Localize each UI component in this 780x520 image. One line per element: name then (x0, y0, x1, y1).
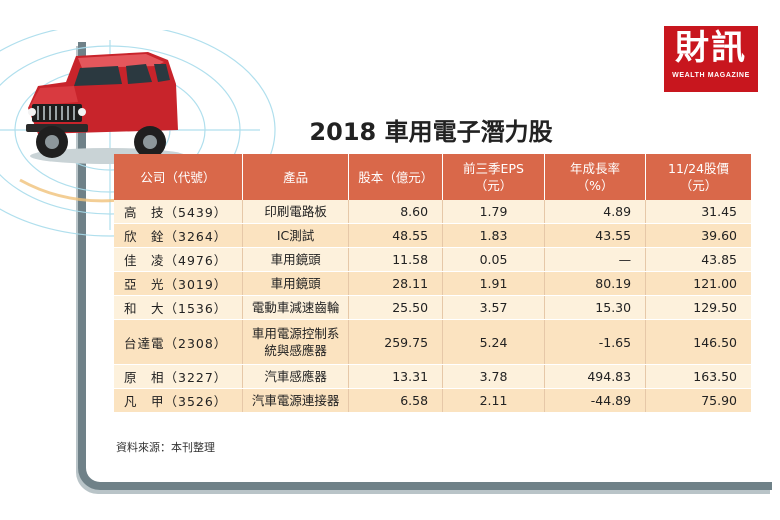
cell-company: 台達電（2308） (114, 319, 243, 365)
red-suv-illustration (26, 52, 186, 164)
cell-price: 121.00 (645, 271, 751, 296)
cell-eps: 1.91 (442, 271, 545, 296)
table-row: 原 相（3227） 汽車感應器 13.31 3.78 494.83 163.50 (114, 364, 751, 389)
header-capital-label: 股本（億元） (358, 169, 434, 185)
page-title: 2018 車用電子潛力股 (309, 118, 553, 146)
cell-capital: 28.11 (348, 271, 444, 296)
cell-product: 汽車感應器 (242, 364, 350, 389)
cell-product: IC測試 (242, 223, 350, 248)
cell-price: 163.50 (645, 364, 751, 389)
cell-product: 汽車電源連接器 (242, 388, 350, 413)
cell-price: 146.50 (645, 319, 751, 365)
cell-growth: -44.89 (544, 388, 647, 413)
table-row: 欣 銓（3264） IC測試 48.55 1.83 43.55 39.60 (114, 223, 751, 248)
header-company: 公司（代號） (114, 154, 243, 200)
table-header-row: 公司（代號） 產品 股本（億元） 前三季EPS （元） 年成長率 （%） 11/… (114, 154, 751, 200)
header-product-label: 產品 (283, 169, 309, 185)
cell-capital: 259.75 (348, 319, 444, 365)
table-row: 凡 甲（3526） 汽車電源連接器 6.58 2.11 -44.89 75.90 (114, 388, 751, 413)
cell-growth: 15.30 (544, 295, 647, 320)
cell-product: 電動車減速齒輪 (242, 295, 350, 320)
cell-company: 凡 甲（3526） (114, 388, 243, 413)
header-eps-label: 前三季EPS (463, 161, 524, 176)
cell-growth: 80.19 (544, 271, 647, 296)
cell-eps: 3.57 (442, 295, 545, 320)
logo-text: 財訊 (675, 28, 747, 68)
table-row: 高 技（5439） 印刷電路板 8.60 1.79 4.89 31.45 (114, 200, 751, 224)
cell-price: 39.60 (645, 223, 751, 248)
wealth-magazine-logo: 財訊 WEALTH MAGAZINE (664, 26, 758, 92)
cell-capital: 6.58 (348, 388, 444, 413)
header-product: 產品 (242, 154, 350, 200)
header-capital: 股本（億元） (348, 154, 444, 200)
cell-company: 欣 銓（3264） (114, 223, 243, 248)
table-row: 和 大（1536） 電動車減速齒輪 25.50 3.57 15.30 129.5… (114, 295, 751, 320)
cell-growth: — (544, 247, 647, 272)
cell-price: 43.85 (645, 247, 751, 272)
header-eps-unit: （元） (474, 178, 513, 193)
header-company-label: 公司（代號） (140, 169, 216, 185)
cell-capital: 25.50 (348, 295, 444, 320)
cell-company: 和 大（1536） (114, 295, 243, 320)
cell-product: 車用鏡頭 (242, 247, 350, 272)
cell-company: 原 相（3227） (114, 364, 243, 389)
cell-growth: -1.65 (544, 319, 647, 365)
cell-eps: 2.11 (442, 388, 545, 413)
cell-company: 佳 凌（4976） (114, 247, 243, 272)
header-growth-unit: （%） (576, 178, 614, 193)
cell-price: 31.45 (645, 200, 751, 224)
header-price: 11/24股價 （元） (645, 154, 751, 200)
table-row: 佳 凌（4976） 車用鏡頭 11.58 0.05 — 43.85 (114, 247, 751, 272)
cell-growth: 4.89 (544, 200, 647, 224)
cell-eps: 1.83 (442, 223, 545, 248)
cell-eps: 0.05 (442, 247, 545, 272)
header-price-label: 11/24股價 (668, 161, 730, 176)
stock-table: 公司（代號） 產品 股本（億元） 前三季EPS （元） 年成長率 （%） 11/… (114, 154, 751, 413)
cell-eps: 1.79 (442, 200, 545, 224)
source-note: 資料來源：本刊整理 (116, 441, 215, 454)
cell-company: 亞 光（3019） (114, 271, 243, 296)
cell-eps: 3.78 (442, 364, 545, 389)
cell-growth: 43.55 (544, 223, 647, 248)
cell-capital: 48.55 (348, 223, 444, 248)
logo-subtitle: WEALTH MAGAZINE (672, 72, 750, 79)
cell-eps: 5.24 (442, 319, 545, 365)
cell-price: 129.50 (645, 295, 751, 320)
cell-capital: 8.60 (348, 200, 444, 224)
cell-growth: 494.83 (544, 364, 647, 389)
header-eps: 前三季EPS （元） (442, 154, 545, 200)
table-row: 亞 光（3019） 車用鏡頭 28.11 1.91 80.19 121.00 (114, 271, 751, 296)
cell-capital: 11.58 (348, 247, 444, 272)
cell-product: 車用電源控制系統與感應器 (242, 319, 350, 365)
header-growth-label: 年成長率 (570, 161, 621, 176)
cell-capital: 13.31 (348, 364, 444, 389)
header-growth: 年成長率 （%） (544, 154, 647, 200)
header-price-unit: （元） (679, 178, 718, 193)
table-row: 台達電（2308） 車用電源控制系統與感應器 259.75 5.24 -1.65… (114, 319, 751, 365)
cell-product: 車用鏡頭 (242, 271, 350, 296)
cell-price: 75.90 (645, 388, 751, 413)
cell-product: 印刷電路板 (242, 200, 350, 224)
cell-company: 高 技（5439） (114, 200, 243, 224)
